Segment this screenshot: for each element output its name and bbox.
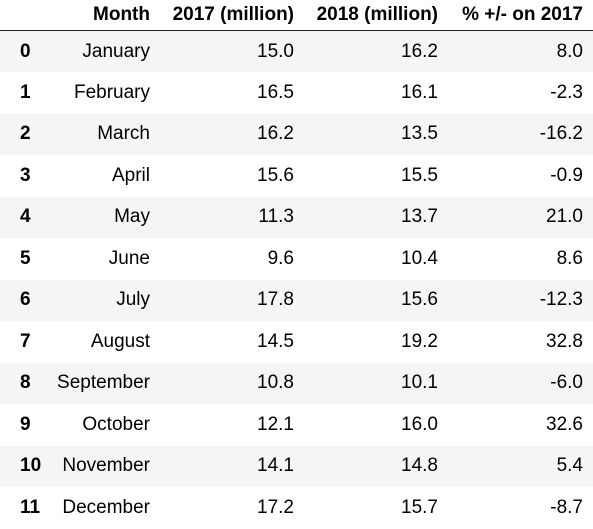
table-row: 0 January 15.0 16.2 8.0 <box>0 30 593 72</box>
month-cell: August <box>90 330 150 352</box>
month-cell: June <box>108 247 150 269</box>
row-index: 9 <box>20 413 31 435</box>
row-index: 2 <box>20 123 31 145</box>
table-row: 5 June 9.6 10.4 8.6 <box>0 238 593 280</box>
table-row: 2 March 16.2 13.5 -16.2 <box>0 113 593 155</box>
month-cell: September <box>57 372 150 394</box>
month-cell: January <box>82 40 150 62</box>
table-row: 11 December 17.2 15.7 -8.7 <box>0 487 593 529</box>
value-2018-cell: 10.1 <box>401 372 438 394</box>
pct-change-cell: -6.0 <box>550 372 583 394</box>
value-2018-cell: 13.5 <box>401 123 438 145</box>
pct-change-cell: 8.6 <box>556 247 583 269</box>
row-index: 4 <box>20 206 31 228</box>
value-2017-cell: 17.2 <box>257 496 294 518</box>
row-index: 11 <box>20 496 41 518</box>
2017-column-header: 2017 (million) <box>160 0 304 31</box>
pct-change-cell: 5.4 <box>556 455 583 477</box>
row-index: 8 <box>20 372 31 394</box>
month-cell: March <box>97 123 150 145</box>
pct-change-cell: 8.0 <box>556 40 583 62</box>
value-2018-cell: 16.1 <box>401 81 438 103</box>
value-2018-cell: 13.7 <box>401 206 438 228</box>
row-index: 10 <box>20 455 42 477</box>
month-cell: April <box>111 164 150 186</box>
value-2017-cell: 10.8 <box>257 372 294 394</box>
table-row: 3 April 15.6 15.5 -0.9 <box>0 155 593 197</box>
month-cell: October <box>82 413 150 435</box>
pct-change-column-header: % +/- on 2017 <box>448 0 593 31</box>
value-2017-cell: 15.0 <box>257 40 294 62</box>
row-index: 7 <box>20 330 31 352</box>
value-2017-cell: 15.6 <box>257 164 294 186</box>
value-2018-cell: 19.2 <box>401 330 438 352</box>
table-body: 0 January 15.0 16.2 8.0 1 February 16.5 … <box>0 30 593 529</box>
value-2017-cell: 9.6 <box>267 247 294 269</box>
table-row: 6 July 17.8 15.6 -12.3 <box>0 279 593 321</box>
row-index: 3 <box>20 164 31 186</box>
value-2018-cell: 14.8 <box>401 455 438 477</box>
pct-change-cell: -16.2 <box>539 123 583 145</box>
pct-change-cell: -0.9 <box>550 164 583 186</box>
value-2018-cell: 15.6 <box>401 289 438 311</box>
pct-change-cell: -2.3 <box>550 81 583 103</box>
pct-change-cell: 32.6 <box>546 413 583 435</box>
table-header: Month 2017 (million) 2018 (million) % +/… <box>0 0 593 31</box>
index-column-header <box>0 0 48 31</box>
header-row: Month 2017 (million) 2018 (million) % +/… <box>0 0 593 31</box>
value-2018-cell: 16.2 <box>401 40 438 62</box>
table-row: 1 February 16.5 16.1 -2.3 <box>0 72 593 114</box>
row-index: 5 <box>20 247 31 269</box>
2018-column-header: 2018 (million) <box>304 0 448 31</box>
month-cell: February <box>73 81 150 103</box>
value-2018-cell: 15.5 <box>401 164 438 186</box>
pct-change-cell: -8.7 <box>550 496 583 518</box>
row-index: 1 <box>20 81 31 103</box>
table-row: 10 November 14.1 14.8 5.4 <box>0 445 593 487</box>
value-2017-cell: 17.8 <box>257 289 294 311</box>
value-2017-cell: 11.3 <box>258 206 294 228</box>
pct-change-cell: 21.0 <box>546 206 583 228</box>
table-row: 4 May 11.3 13.7 21.0 <box>0 196 593 238</box>
month-cell: May <box>114 206 150 228</box>
row-index: 0 <box>20 40 31 62</box>
value-2017-cell: 16.2 <box>257 123 294 145</box>
month-cell: July <box>116 289 150 311</box>
value-2017-cell: 16.5 <box>257 81 294 103</box>
table-row: 9 October 12.1 16.0 32.6 <box>0 404 593 446</box>
month-cell: November <box>62 455 150 477</box>
pct-change-cell: -12.3 <box>539 289 583 311</box>
table-row: 7 August 14.5 19.2 32.8 <box>0 321 593 363</box>
row-index: 6 <box>20 289 31 311</box>
value-2018-cell: 15.7 <box>401 496 438 518</box>
table-row: 8 September 10.8 10.1 -6.0 <box>0 362 593 404</box>
value-2018-cell: 16.0 <box>401 413 438 435</box>
value-2017-cell: 14.1 <box>257 455 294 477</box>
month-column-header: Month <box>48 0 160 31</box>
month-cell: December <box>62 496 150 518</box>
value-2017-cell: 14.5 <box>257 330 294 352</box>
pct-change-cell: 32.8 <box>546 330 583 352</box>
value-2018-cell: 10.4 <box>401 247 438 269</box>
value-2017-cell: 12.1 <box>257 413 294 435</box>
